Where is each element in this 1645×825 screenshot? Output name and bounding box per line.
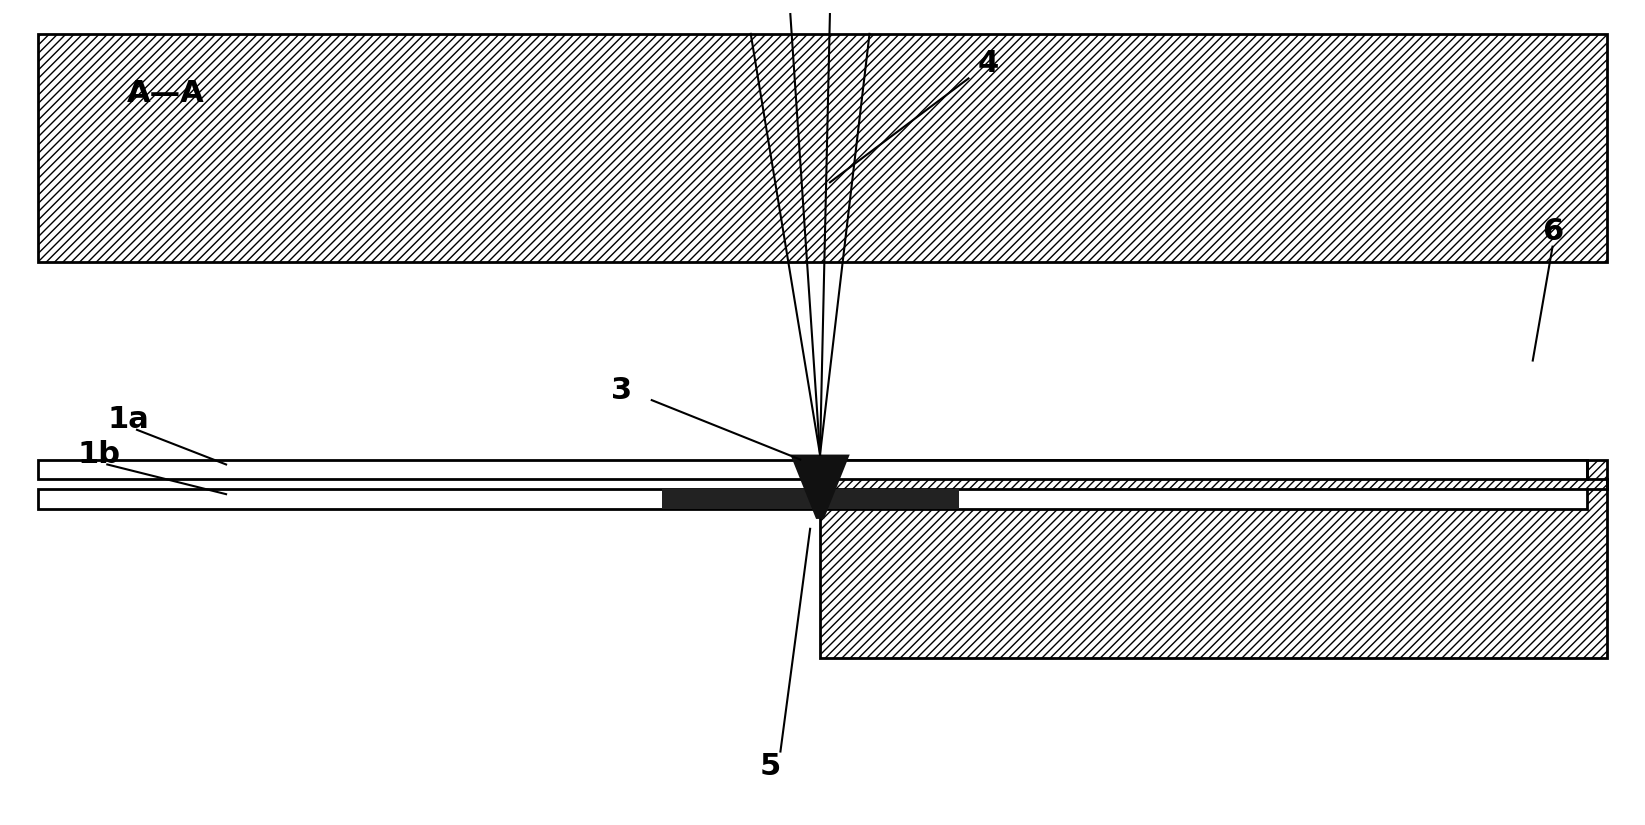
Bar [38, 34, 1607, 262]
Text: A—A: A—A [127, 78, 206, 108]
Text: 5: 5 [760, 752, 781, 781]
Bar [819, 460, 1607, 658]
Polygon shape [38, 460, 1587, 479]
Bar [819, 460, 1607, 658]
Bar [661, 489, 959, 509]
Text: 6: 6 [1541, 217, 1563, 247]
Text: 1a: 1a [107, 405, 150, 435]
Text: 1b: 1b [77, 440, 120, 469]
Bar [38, 34, 1607, 262]
Text: 3: 3 [612, 375, 633, 405]
Polygon shape [38, 489, 1587, 509]
Text: 4: 4 [977, 49, 999, 78]
Polygon shape [790, 455, 850, 519]
